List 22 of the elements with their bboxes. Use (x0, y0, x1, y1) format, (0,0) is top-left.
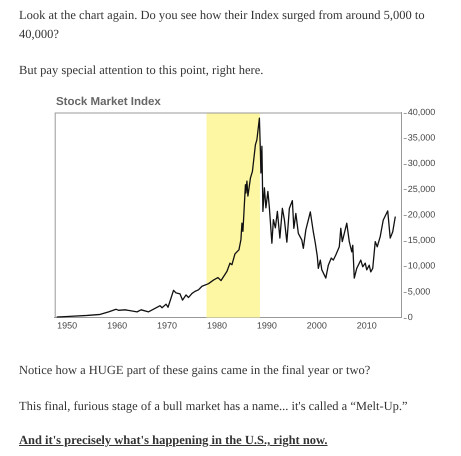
text: And it's precisely what's happening in the U.S., right now. (19, 432, 329, 449)
y-tick-label: 25,000 (408, 184, 436, 194)
y-tick-label: 5,000 (408, 286, 430, 296)
x-tick-label: 2000 (306, 320, 327, 330)
y-tick-label: 35,000 (408, 132, 436, 143)
text: Notice how a HUGE part of these gains came in the final year or two? (19, 362, 372, 379)
x-tick-label: 1990 (256, 320, 277, 330)
text: Look at the chart again. Do you see how their Index surged from around 5,000 to 40,000? (19, 7, 426, 43)
y-tick-label: 15,000 (408, 235, 436, 246)
x-tick-label: 1960 (107, 320, 128, 330)
y-tick-label: 20,000 (408, 209, 436, 220)
text: But pay special attention to this point, right here. (19, 62, 264, 79)
x-tick-label: 1950 (57, 320, 78, 330)
x-tick-label: 2010 (356, 320, 377, 330)
x-tick-label: 1970 (157, 320, 178, 330)
y-tick-label: 0 (408, 312, 413, 322)
x-tick-label: 1980 (206, 320, 227, 330)
chart-title: Stock Market Index (56, 95, 161, 109)
text: This final, furious stage of a bull market has a name... it's called a “Melt-Up.” (19, 398, 409, 415)
y-tick-label: 10,000 (408, 260, 436, 271)
y-tick-label: 40,000 (408, 106, 436, 117)
y-tick-label: 30,000 (408, 158, 436, 168)
